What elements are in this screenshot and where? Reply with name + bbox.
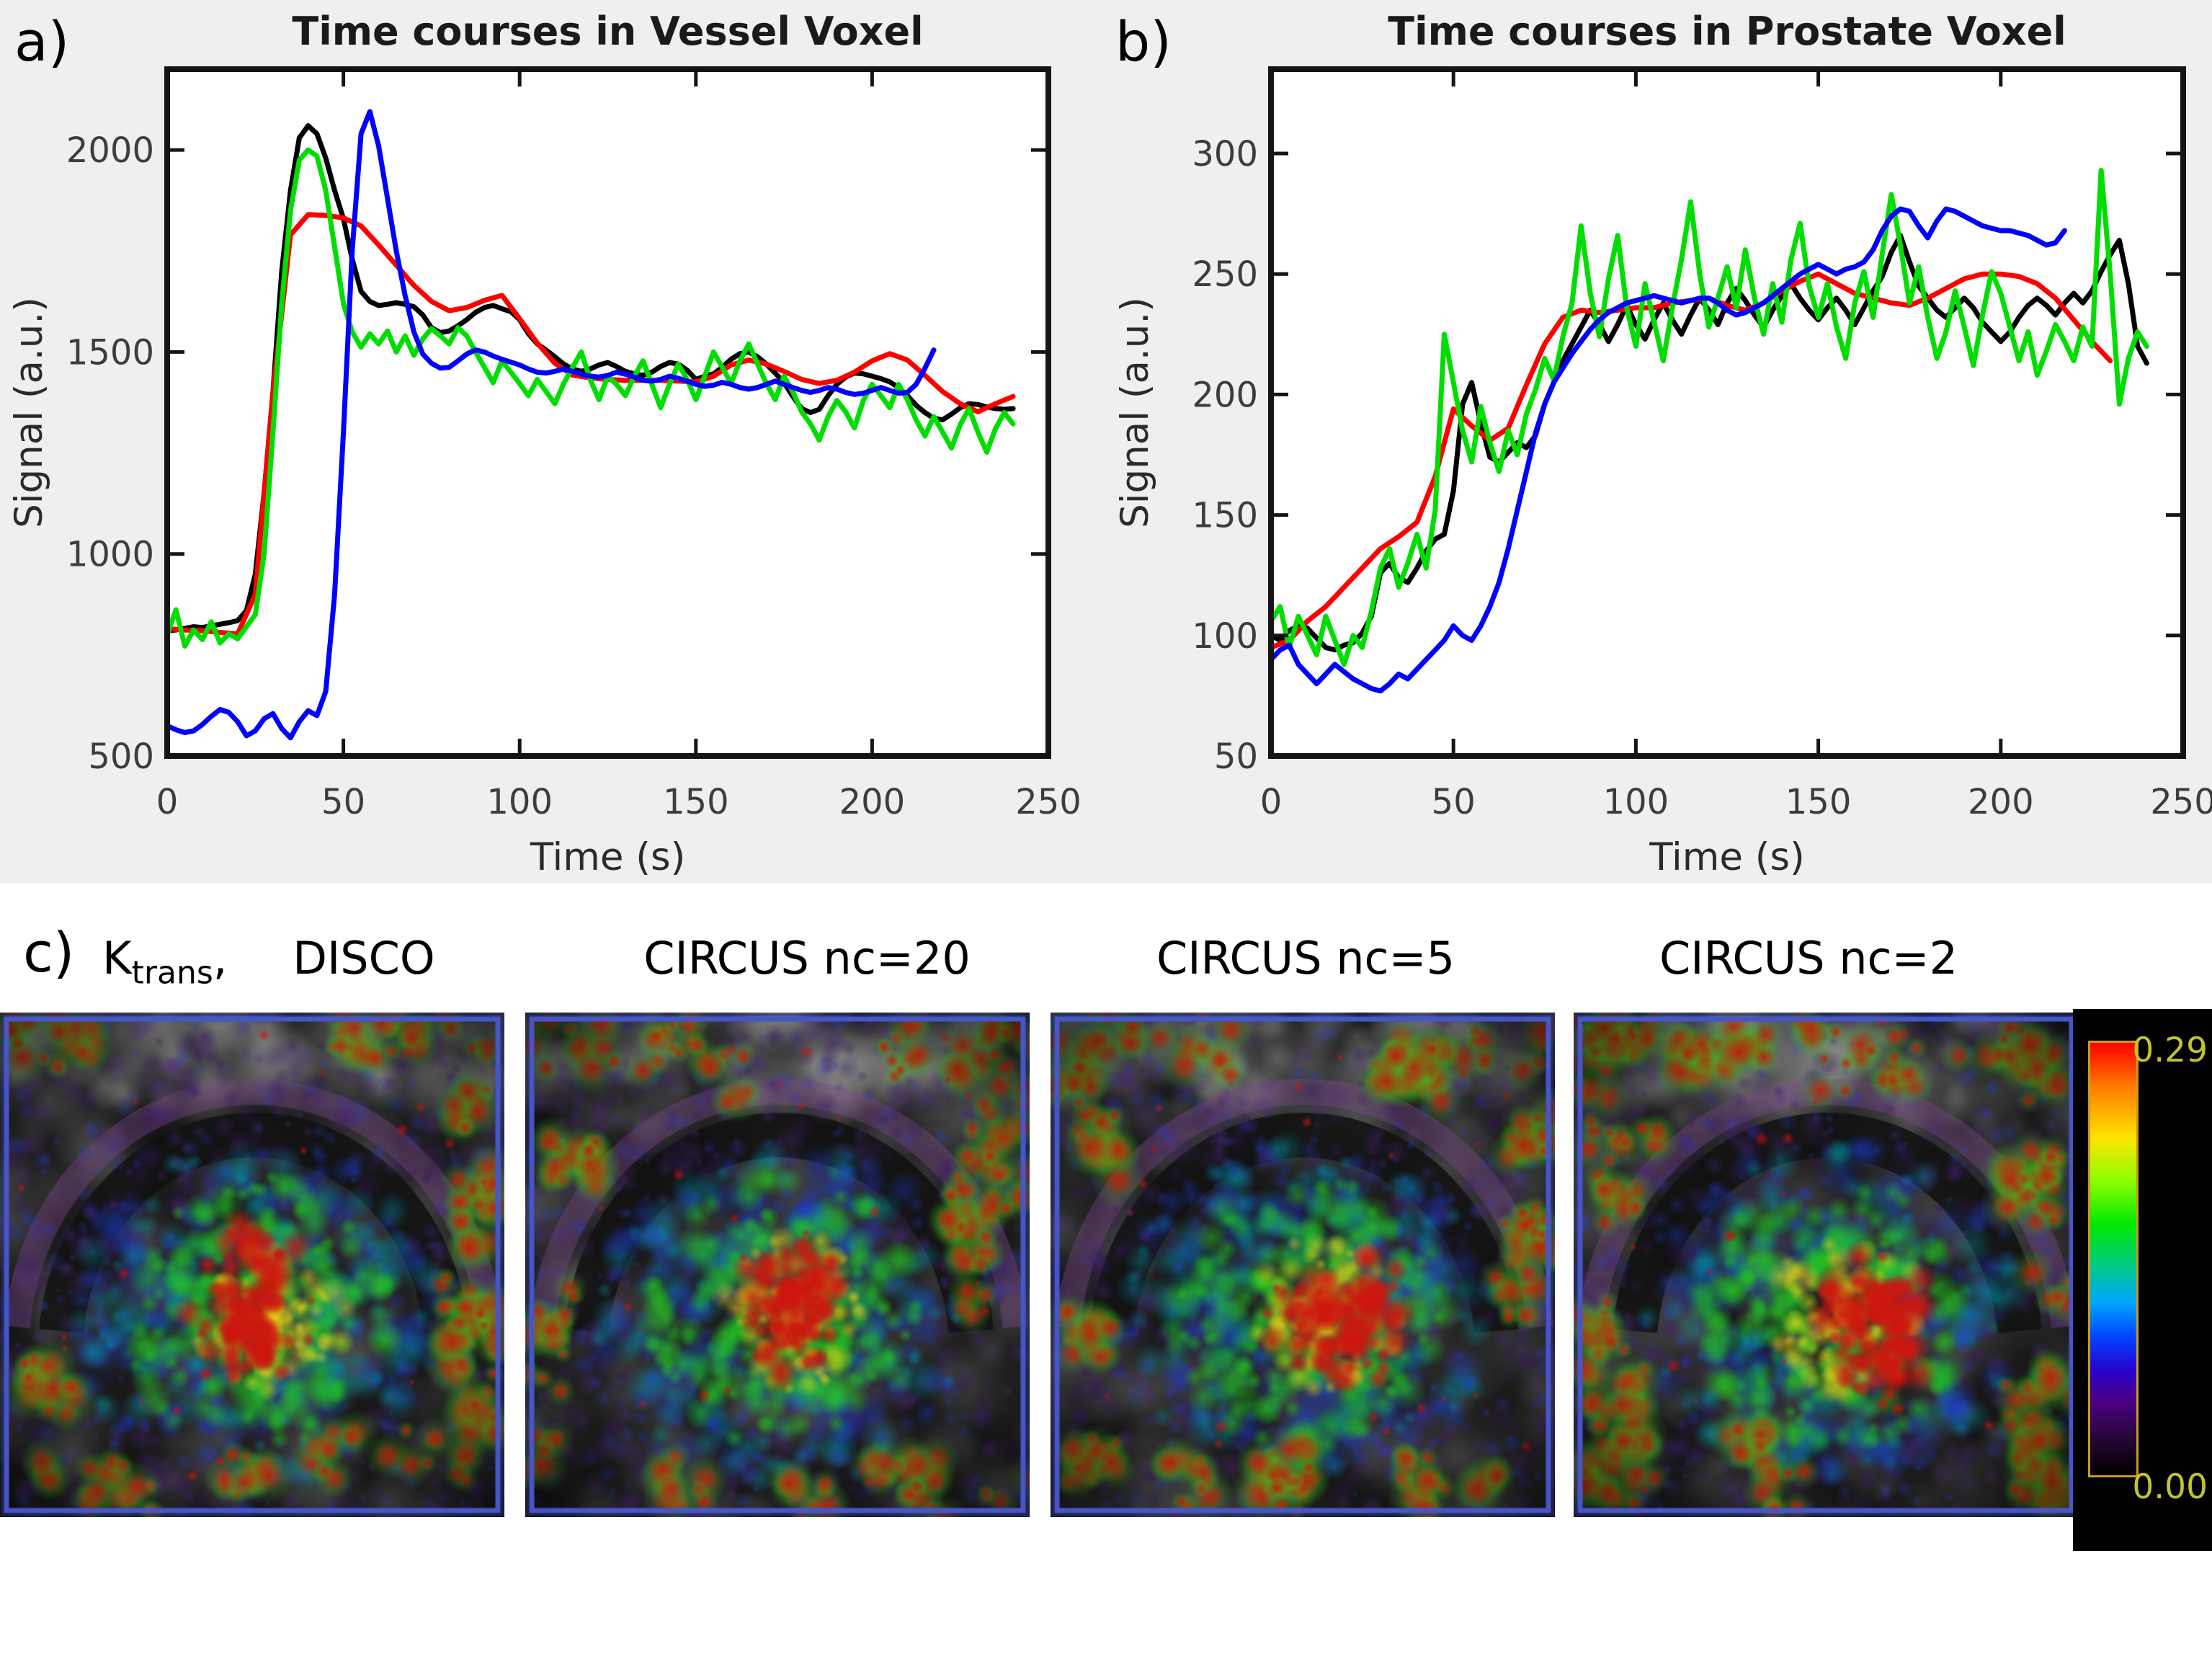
series-line-blue xyxy=(164,109,937,741)
y-axis-label: Signal (a.u.) xyxy=(1113,297,1157,528)
ktrans-subscript: trans xyxy=(131,954,213,992)
x-axis-label: Time (s) xyxy=(530,835,686,879)
plot-area xyxy=(167,69,1048,756)
series-line-black xyxy=(164,123,1016,633)
y-tick-label: 1500 xyxy=(66,332,154,373)
x-tick-label: 150 xyxy=(1785,782,1852,822)
y-tick-label: 200 xyxy=(1192,375,1258,415)
series-line-green xyxy=(164,147,1016,649)
x-tick-label: 50 xyxy=(321,782,365,822)
ktrans-map-circus-nc20 xyxy=(525,1013,1030,1517)
y-tick-label: 250 xyxy=(1192,254,1258,295)
colorbar-gradient xyxy=(2088,1041,2139,1477)
time-course-charts-section: a) b) 0 50 100 150 200 250 500 1000 1500 2000 Time… xyxy=(0,0,2212,883)
map-title-disco: DISCO xyxy=(293,932,435,984)
ktrans-map-circus-nc2 xyxy=(1574,1013,2078,1517)
x-tick-label: 200 xyxy=(1968,782,2034,822)
y-tick-label: 300 xyxy=(1192,134,1258,174)
y-axis-label: Signal (a.u.) xyxy=(7,297,51,528)
y-tick-label: 1000 xyxy=(66,535,154,575)
ktrans-base: K xyxy=(102,932,132,984)
series-line-blue xyxy=(1268,206,2067,694)
ktrans-parameter-label: Ktrans, xyxy=(102,932,228,992)
y-tick-label: 50 xyxy=(1214,737,1258,777)
panel-b-label: b) xyxy=(1115,9,1172,74)
map-title-circus-nc2: CIRCUS nc=2 xyxy=(1659,932,1958,984)
x-axis-label: Time (s) xyxy=(1649,835,1805,879)
axes-box xyxy=(1268,66,2186,759)
x-tick-label: 200 xyxy=(839,782,906,822)
series-line-green xyxy=(1268,167,2149,667)
x-tick-label: 100 xyxy=(1603,782,1669,822)
x-tick-label: 0 xyxy=(1260,782,1283,822)
axes-box xyxy=(164,66,1051,759)
colorbar-max-value: 0.29 xyxy=(2132,1031,2208,1070)
ktrans-map-circus-nc5 xyxy=(1051,1013,1555,1517)
y-tick-label: 2000 xyxy=(66,130,154,171)
chart-title: Time courses in Vessel Voxel xyxy=(292,9,923,54)
panel-a-label: a) xyxy=(14,9,70,74)
x-tick-label: 100 xyxy=(486,782,553,822)
y-tick-label: 150 xyxy=(1192,496,1258,536)
x-tick-label: 50 xyxy=(1432,782,1476,822)
x-tick-label: 250 xyxy=(1015,782,1082,822)
x-tick-label: 250 xyxy=(2150,782,2212,822)
colorbar-panel: 0.29 0.00 xyxy=(2073,1009,2212,1551)
vessel-voxel-chart: 0 50 100 150 200 250 500 1000 1500 2000 Time cours… xyxy=(7,9,1082,879)
x-tick-label: 150 xyxy=(663,782,729,822)
y-tick-label: 100 xyxy=(1192,616,1258,657)
chart-title: Time courses in Prostate Voxel xyxy=(1388,9,2066,54)
series-line-black xyxy=(1268,233,2149,653)
plot-area xyxy=(1271,69,2183,756)
map-title-circus-nc5: CIRCUS nc=5 xyxy=(1156,932,1455,984)
y-tick-label: 500 xyxy=(88,737,154,777)
x-tick-label: 0 xyxy=(156,782,179,822)
ktrans-map-disco xyxy=(0,1013,504,1517)
ktrans-suffix: , xyxy=(213,932,228,984)
colorbar-min-value: 0.00 xyxy=(2132,1467,2208,1507)
map-title-circus-nc20: CIRCUS nc=20 xyxy=(643,932,971,984)
panel-c-label: c) xyxy=(23,920,75,984)
